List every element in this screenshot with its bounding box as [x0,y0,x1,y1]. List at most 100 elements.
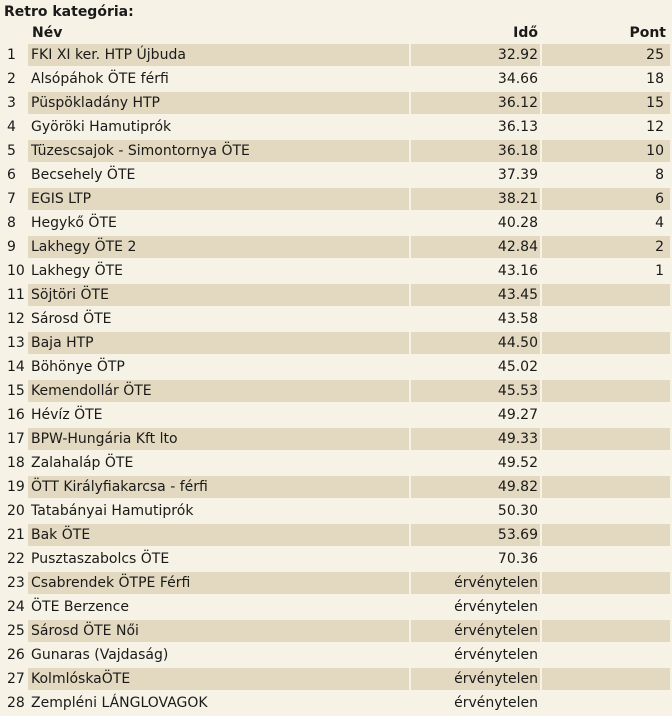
team-name-cell: Böhönye ÖTP [31,359,125,375]
table-row: 25 Sárosd ÖTE Női érvénytelen [4,620,670,642]
time-cell: 44.50 [411,332,540,354]
table-row: 26 Gunaras (Vajdaság) érvénytelen [4,644,670,666]
team-name-cell: Alsópáhok ÖTE férfi [31,71,169,87]
table-row: 9 Lakhegy ÖTE 2 42.84 2 [4,236,670,258]
time-cell: érvénytelen [454,599,538,615]
points-cell [542,548,670,570]
team-name-cell: Söjtöri ÖTE [28,284,409,306]
time-cell: 37.39 [497,167,538,183]
time-cell: 40.28 [497,215,538,231]
team-name-cell: Becsehely ÖTE [31,167,136,183]
time-cell: 43.58 [497,311,538,327]
team-name-cell: Sárosd ÖTE Női [28,620,409,642]
table-row: 8 Hegykő ÖTE 40.28 4 [4,212,670,234]
points-cell [542,428,670,450]
team-name-cell: Lakhegy ÖTE 2 [28,236,409,258]
team-name-cell: BPW-Hungária Kft lto [28,428,409,450]
table-row: 23 Csabrendek ÖTPE Férfi érvénytelen [4,572,670,594]
time-cell: 43.16 [497,263,538,279]
team-name-cell: Tüzescsajok - Simontornya ÖTE [28,140,409,162]
points-cell: 1 [655,263,664,279]
time-cell: 70.36 [497,551,538,567]
points-cell [542,668,670,690]
header-name: Név [32,25,63,41]
category-title: Retro kategória: [4,4,134,20]
rank-cell: 19 [7,479,25,495]
table-row: 16 Hévíz ÖTE 49.27 [4,404,670,426]
time-cell: 32.92 [411,44,540,66]
rank-cell: 2 [7,71,16,87]
rank-cell: 7 [7,191,16,207]
table-row: 4 Györöki Hamutiprók 36.13 12 [4,116,670,138]
header-rank [4,24,28,42]
header-points: Pont [629,25,666,41]
team-name-cell: Püspökladány HTP [28,92,409,114]
rank-cell: 5 [7,143,16,159]
rank-cell: 3 [7,95,16,111]
table-row: 5 Tüzescsajok - Simontornya ÖTE 36.18 10 [4,140,670,162]
table-row: 22 Pusztaszabolcs ÖTE 70.36 [4,548,670,570]
team-name-cell: ÖTE Berzence [31,599,129,615]
table-row: 6 Becsehely ÖTE 37.39 8 [4,164,670,186]
team-name-cell: Zempléni LÁNGLOVAGOK [31,695,208,711]
points-cell [542,620,670,642]
team-name-cell: Zalahaláp ÖTE [31,455,134,471]
points-cell: 15 [542,92,670,114]
time-cell: érvénytelen [454,695,538,711]
rank-cell: 15 [7,383,25,399]
points-cell: 2 [542,236,670,258]
time-cell: 49.82 [411,476,540,498]
table-row: 10 Lakhegy ÖTE 43.16 1 [4,260,670,282]
time-cell: 49.52 [497,455,538,471]
table-row: 11 Söjtöri ÖTE 43.45 [4,284,670,306]
rank-cell: 21 [7,527,25,543]
time-cell: érvénytelen [411,668,540,690]
points-cell [542,452,670,474]
rank-cell: 11 [7,287,25,303]
table-row: 12 Sárosd ÖTE 43.58 [4,308,670,330]
points-cell [542,596,670,618]
time-cell: 43.45 [411,284,540,306]
table-row: 7 EGIS LTP 38.21 6 [4,188,670,210]
points-cell [542,284,670,306]
time-cell: 36.13 [497,119,538,135]
table-row: 15 Kemendollár ÖTE 45.53 [4,380,670,402]
table-row: 3 Püspökladány HTP 36.12 15 [4,92,670,114]
team-name-cell: Csabrendek ÖTPE Férfi [28,572,409,594]
team-name-cell: Hegykő ÖTE [31,215,117,231]
table-row: 28 Zempléni LÁNGLOVAGOK érvénytelen [4,692,670,714]
team-name-cell: Kemendollár ÖTE [28,380,409,402]
rank-cell: 25 [7,623,25,639]
team-name-cell: Tatabányai Hamutiprók [31,503,194,519]
points-cell [542,356,670,378]
table-row: 18 Zalahaláp ÖTE 49.52 [4,452,670,474]
time-cell: 49.27 [497,407,538,423]
rank-cell: 17 [7,431,25,447]
rank-cell: 10 [7,263,25,279]
team-name-cell: KolmlóskaÖTE [28,668,409,690]
time-cell: érvénytelen [454,647,538,663]
table-row: 17 BPW-Hungária Kft lto 49.33 [4,428,670,450]
time-cell: 45.02 [497,359,538,375]
team-name-cell: Lakhegy ÖTE [31,263,124,279]
time-cell: 34.66 [497,71,538,87]
team-name-cell: Hévíz ÖTE [31,407,103,423]
table-row: 24 ÖTE Berzence érvénytelen [4,596,670,618]
table-row: 2 Alsópáhok ÖTE férfi 34.66 18 [4,68,670,90]
time-cell: 36.12 [411,92,540,114]
team-name-cell: Györöki Hamutiprók [31,119,172,135]
rank-cell: 9 [7,239,16,255]
results-table: Név Idő Pont 1 FKI XI ker. HTP Újbuda 32.9… [4,22,670,716]
points-cell [542,524,670,546]
points-cell [542,476,670,498]
rank-cell: 24 [7,599,25,615]
time-cell: érvénytelen [411,572,540,594]
points-cell: 6 [542,188,670,210]
points-cell [542,500,670,522]
points-cell [542,332,670,354]
team-name-cell: ÖTT Királyfiakarcsa - férfi [28,476,409,498]
points-cell [542,644,670,666]
table-row: 27 KolmlóskaÖTE érvénytelen [4,668,670,690]
time-cell: 38.21 [411,188,540,210]
team-name-cell: Baja HTP [28,332,409,354]
